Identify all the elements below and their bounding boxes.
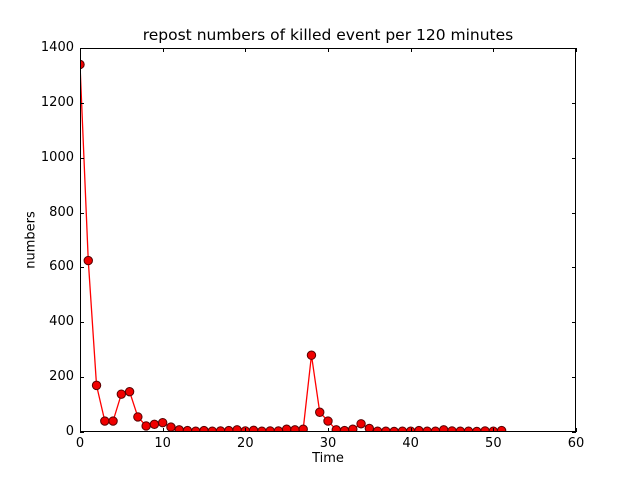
- axes-spines: [80, 48, 576, 432]
- data-point: [224, 425, 234, 432]
- tick-marks: [80, 48, 577, 433]
- data-point: [273, 426, 284, 432]
- x-tick-label: 0: [75, 436, 85, 451]
- data-point: [447, 426, 457, 432]
- x-tick-label: 20: [237, 436, 254, 451]
- data-point: [364, 423, 375, 432]
- x-axis-label: Time: [312, 451, 344, 466]
- data-point: [414, 425, 424, 432]
- data-point: [323, 416, 333, 426]
- data-point: [100, 416, 110, 426]
- chart-title: repost numbers of killed event per 120 m…: [142, 26, 514, 44]
- data-point: [348, 424, 358, 432]
- data-point: [174, 425, 184, 432]
- data-point: [91, 380, 102, 391]
- data-point: [149, 419, 160, 430]
- data-point: [315, 407, 325, 417]
- data-series: [80, 59, 507, 432]
- y-tick-label: 1200: [40, 94, 74, 110]
- data-point: [215, 426, 226, 432]
- data-point: [496, 425, 507, 432]
- data-point: [356, 419, 366, 429]
- y-tick-label: 0: [65, 424, 74, 439]
- x-tick-label: 60: [567, 436, 585, 451]
- data-point: [182, 425, 193, 432]
- data-point: [439, 425, 449, 432]
- data-point: [108, 416, 118, 426]
- data-point: [290, 425, 300, 432]
- data-point: [339, 425, 350, 432]
- data-point: [480, 426, 490, 432]
- data-point: [298, 424, 308, 432]
- y-tick-label: 800: [49, 204, 74, 220]
- data-point: [124, 386, 135, 397]
- data-point: [133, 412, 143, 422]
- x-tick-label: 30: [319, 436, 337, 451]
- data-point: [248, 425, 259, 432]
- y-tick-label: 200: [49, 369, 74, 385]
- data-point: [141, 421, 151, 431]
- data-point: [83, 255, 93, 266]
- data-point: [157, 417, 168, 428]
- data-point: [265, 426, 275, 432]
- y-tick-label: 600: [49, 259, 74, 275]
- x-tick-label: 50: [485, 436, 502, 451]
- data-point: [166, 422, 176, 432]
- x-tick-label: 10: [154, 436, 171, 451]
- data-point: [116, 389, 127, 399]
- data-point: [306, 350, 317, 360]
- data-point: [331, 425, 341, 432]
- x-tick-label: 40: [402, 436, 419, 451]
- y-tick-label: 1400: [40, 40, 74, 55]
- y-tick-label: 400: [49, 314, 74, 330]
- data-point: [232, 425, 242, 432]
- data-point: [199, 425, 209, 432]
- data-point: [281, 424, 292, 432]
- y-tick-label: 1000: [40, 149, 74, 165]
